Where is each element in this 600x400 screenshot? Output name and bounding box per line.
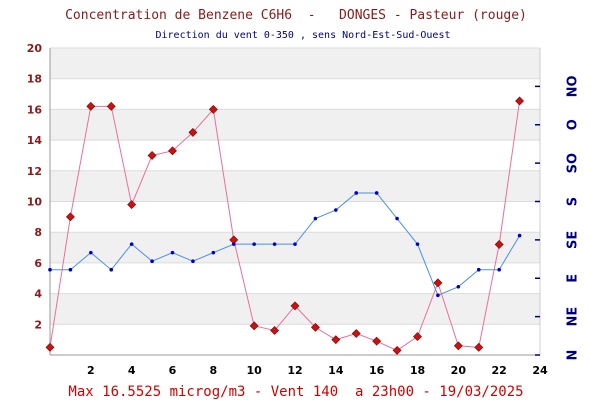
wind-direction-label: NO bbox=[566, 75, 581, 97]
data-point bbox=[354, 191, 359, 195]
wind-direction-label: S bbox=[566, 197, 581, 206]
background-band bbox=[50, 324, 540, 355]
background-band bbox=[50, 78, 540, 110]
data-point bbox=[351, 329, 361, 338]
x-axis-ticks: 2 4 6 8 10 12 14 16 18 20 22 24 bbox=[87, 364, 548, 377]
data-point bbox=[208, 104, 218, 114]
x-tick-label: 18 bbox=[410, 364, 425, 377]
data-point bbox=[415, 242, 420, 246]
x-tick-label: 6 bbox=[169, 364, 177, 377]
data-point bbox=[68, 267, 73, 272]
chart-title: Concentration de Benzene C6H6 - DONGES -… bbox=[65, 8, 527, 23]
x-tick-label: 8 bbox=[210, 364, 218, 377]
background-band bbox=[50, 262, 540, 294]
data-point bbox=[191, 259, 195, 263]
data-point bbox=[290, 301, 300, 311]
wind-direction-label: SO bbox=[566, 153, 581, 173]
data-point bbox=[89, 250, 93, 255]
chart-subtitle: Direction du vent 0-350 , sens Nord-Est-… bbox=[155, 30, 450, 41]
y-tick-label: 12 bbox=[27, 165, 42, 178]
data-point bbox=[211, 250, 216, 255]
chart-footer: Max 16.5525 microg/m3 - Vent 140 a 23h00… bbox=[68, 384, 523, 400]
data-point bbox=[334, 208, 338, 212]
data-point bbox=[106, 101, 116, 111]
data-point bbox=[310, 322, 320, 332]
wind-direction-label: NE bbox=[566, 307, 581, 327]
wind-direction-label: N bbox=[566, 350, 581, 361]
y-tick-label: 10 bbox=[27, 196, 43, 209]
data-point bbox=[65, 212, 75, 222]
data-point bbox=[395, 216, 399, 221]
y-tick-label: 20 bbox=[27, 42, 43, 55]
x-tick-label: 2 bbox=[87, 364, 95, 377]
y-tick-label: 4 bbox=[34, 288, 42, 301]
y-tick-label: 8 bbox=[34, 226, 42, 239]
data-point bbox=[497, 267, 501, 272]
data-point bbox=[372, 336, 382, 346]
y-tick-label: 2 bbox=[34, 318, 42, 331]
data-point bbox=[249, 321, 259, 331]
x-tick-label: 10 bbox=[247, 364, 263, 377]
data-point bbox=[150, 259, 154, 263]
y-tick-label: 18 bbox=[27, 73, 42, 86]
data-point bbox=[494, 240, 504, 249]
wind-direction-label: O bbox=[566, 119, 581, 130]
data-point bbox=[109, 267, 114, 272]
data-point bbox=[433, 278, 443, 288]
wind-direction-label: E bbox=[566, 274, 581, 283]
data-point bbox=[129, 242, 134, 246]
data-point bbox=[147, 151, 157, 160]
background-band bbox=[50, 48, 540, 79]
x-tick-label: 14 bbox=[328, 364, 344, 377]
data-point bbox=[45, 342, 55, 352]
data-point bbox=[392, 345, 402, 355]
x-tick-label: 16 bbox=[369, 364, 385, 377]
x-tick-label: 4 bbox=[128, 364, 136, 377]
x-tick-label: 24 bbox=[532, 364, 548, 377]
data-point bbox=[272, 242, 277, 246]
x-tick-label: 12 bbox=[287, 364, 302, 377]
data-point bbox=[474, 342, 484, 352]
data-point bbox=[48, 267, 52, 272]
series-line bbox=[50, 192, 521, 296]
background-band bbox=[50, 232, 540, 263]
wind-direction-series bbox=[48, 191, 522, 298]
right-axis-ticks: N NE E SE S SO O NO bbox=[535, 75, 581, 360]
data-point bbox=[331, 335, 341, 345]
background-band bbox=[50, 201, 540, 233]
data-point bbox=[127, 200, 137, 209]
x-tick-label: 20 bbox=[451, 364, 467, 377]
background-band bbox=[50, 140, 540, 171]
y-tick-label: 16 bbox=[27, 103, 43, 116]
data-point bbox=[168, 146, 177, 156]
data-point bbox=[453, 341, 463, 351]
wind-direction-label: SE bbox=[566, 231, 581, 249]
data-point bbox=[188, 128, 198, 137]
data-point bbox=[170, 250, 175, 255]
y-tick-label: 14 bbox=[27, 134, 43, 147]
data-point bbox=[374, 191, 379, 195]
background-band bbox=[50, 109, 540, 141]
grid-lines bbox=[50, 47, 540, 325]
data-point bbox=[436, 293, 440, 298]
data-point bbox=[413, 332, 422, 342]
y-tick-label: 6 bbox=[34, 257, 42, 270]
data-point bbox=[456, 284, 461, 289]
x-tick-label: 22 bbox=[492, 364, 507, 377]
y-axis-ticks: 2 4 6 8 10 12 14 16 18 20 bbox=[27, 42, 43, 331]
data-point bbox=[252, 242, 256, 246]
data-point bbox=[515, 96, 525, 106]
data-point bbox=[313, 216, 318, 221]
data-point bbox=[293, 242, 297, 246]
data-point bbox=[270, 326, 280, 335]
data-point bbox=[517, 233, 522, 238]
background-bands bbox=[50, 48, 540, 355]
background-band bbox=[50, 170, 540, 202]
data-point bbox=[231, 242, 236, 246]
data-point bbox=[476, 267, 481, 272]
data-point bbox=[86, 101, 96, 111]
series-layer bbox=[45, 96, 525, 355]
